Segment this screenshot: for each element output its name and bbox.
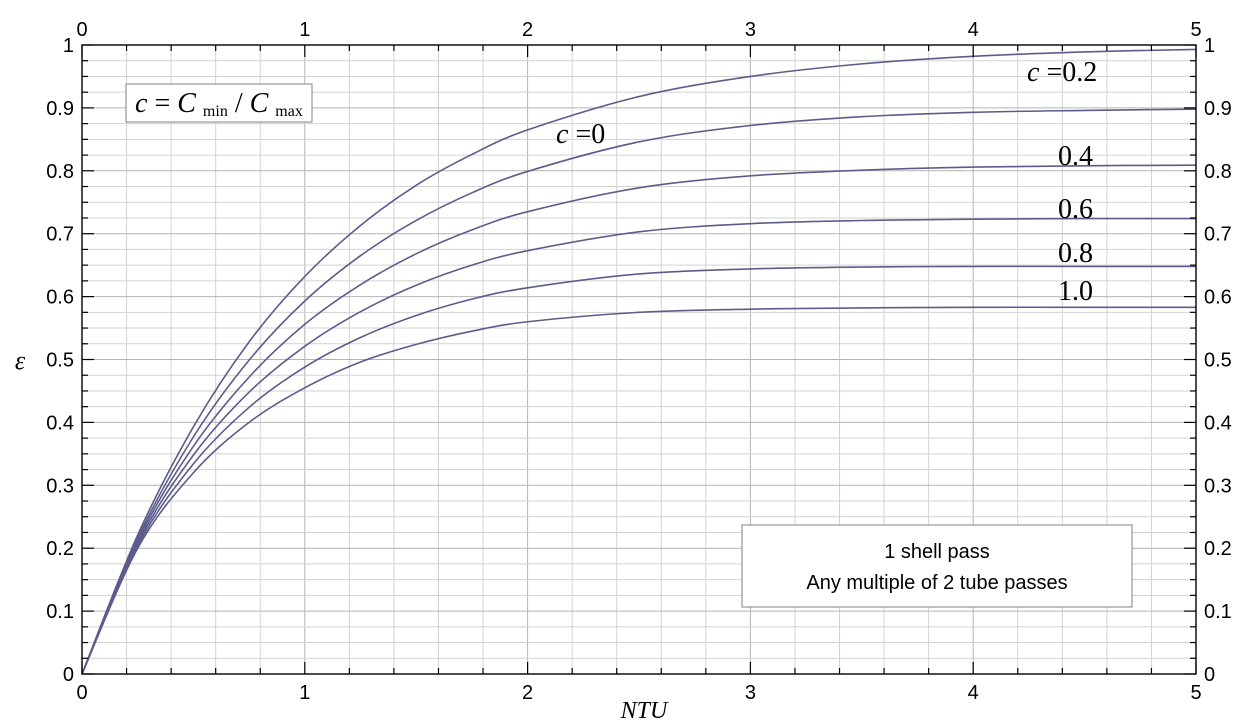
y-tick-label-left: 0.1 [46,601,74,623]
x-tick-label-bottom: 4 [968,682,979,704]
y-tick-label-right: 0.4 [1204,412,1232,434]
equals-sign: = [154,88,170,119]
curve-label-c-0-2: c =0.2 [1027,57,1097,88]
x-tick-label-bottom: 5 [1190,682,1201,704]
x-axis-label: NTU [620,698,669,724]
x-tick-label-top: 3 [745,19,756,41]
series-line-0 [81,48,1197,675]
slash: / [235,88,243,119]
c-definition-frame [125,83,313,123]
curve-label-0-4: 0.4 [1058,141,1093,172]
y-tick-label-left: 0.6 [46,287,74,309]
y-tick-label-left: 0.8 [46,161,74,183]
y-tick-label-left: 0 [63,664,74,686]
series-line-5 [81,306,1196,675]
curve-label-c-0-rest: =0 [575,119,605,150]
curve-label-0-6: 0.6 [1058,194,1093,225]
x-tick-label-bottom: 1 [299,682,310,704]
curve-label-c-0-2-symbol: c [1027,57,1040,88]
c-symbol: c [135,88,148,119]
y-tick-label-left: 0.9 [46,98,74,120]
y-tick-label-left: 1 [63,35,74,57]
series-line-4 [81,265,1196,675]
config-line-2: Any multiple of 2 tube passes [806,572,1067,594]
configuration-box: 1 shell pass Any multiple of 2 tube pass… [741,524,1133,608]
x-tick-label-top: 5 [1190,19,1201,41]
x-tick-label-top: 4 [968,19,979,41]
c-definition-box: c = C min / C max [125,83,313,123]
series-line-1 [81,108,1197,675]
y-tick-label-left: 0.2 [46,538,74,560]
config-line-1: 1 shell pass [884,541,990,563]
curve-label-c-0-2-rest: =0.2 [1046,57,1097,88]
series-line-3 [81,217,1197,675]
x-tick-label-top: 0 [76,19,87,41]
ticks [81,44,1197,675]
c-definition-text: c = C min / C max [135,88,303,123]
curve-label-0-8: 0.8 [1058,238,1093,269]
y-tick-label-right: 0.1 [1204,601,1232,623]
curve-label-1-0: 1.0 [1058,276,1093,307]
c-min-subscript: min [203,103,228,120]
y-tick-label-left: 0.3 [46,475,74,497]
y-tick-label-left: 0.4 [46,412,74,434]
y-tick-label-right: 1 [1204,35,1215,57]
c-max-symbol: C [250,88,269,119]
y-axis-label: ε [15,346,26,375]
x-tick-label-top: 1 [299,19,310,41]
y-tick-label-right: 0.9 [1204,98,1232,120]
y-tick-label-right: 0.5 [1204,350,1232,372]
c-min-symbol: C [177,88,196,119]
y-tick-label-right: 0 [1204,664,1215,686]
configuration-frame [741,524,1133,608]
x-tick-label-bottom: 0 [76,682,87,704]
y-tick-label-right: 0.6 [1204,287,1232,309]
y-tick-label-left: 0.5 [46,350,74,372]
x-tick-label-bottom: 3 [745,682,756,704]
curve-label-c-0-symbol: c [556,119,569,150]
y-tick-label-right: 0.7 [1204,224,1232,246]
c-max-subscript: max [275,103,303,120]
y-tick-label-right: 0.8 [1204,161,1232,183]
curve-labels: c =0 c =0.2 0.4 0.6 0.8 1.0 [556,57,1097,307]
y-tick-label-right: 0.2 [1204,538,1232,560]
y-tick-label-left: 0.7 [46,224,74,246]
x-tick-label-top: 2 [522,19,533,41]
y-tick-label-right: 0.3 [1204,475,1232,497]
series-line-2 [81,164,1197,675]
x-tick-label-bottom: 2 [522,682,533,704]
curve-label-c-0: c =0 [556,119,605,150]
curves [81,48,1197,675]
